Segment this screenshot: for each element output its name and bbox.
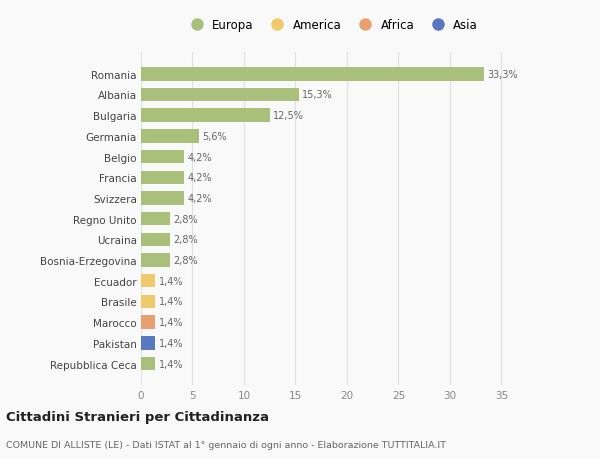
Text: 5,6%: 5,6% — [202, 132, 226, 141]
Bar — [141, 254, 170, 267]
Bar — [141, 213, 170, 226]
Text: 4,2%: 4,2% — [187, 173, 212, 183]
Legend: Europa, America, Africa, Asia: Europa, America, Africa, Asia — [185, 19, 478, 32]
Text: 1,4%: 1,4% — [158, 338, 183, 348]
Text: 4,2%: 4,2% — [187, 152, 212, 162]
Text: 1,4%: 1,4% — [158, 297, 183, 307]
Bar — [141, 192, 184, 205]
Bar — [141, 89, 299, 102]
Bar — [141, 316, 155, 329]
Text: Cittadini Stranieri per Cittadinanza: Cittadini Stranieri per Cittadinanza — [6, 410, 269, 423]
Text: 1,4%: 1,4% — [158, 359, 183, 369]
Bar — [141, 274, 155, 288]
Bar — [141, 130, 199, 143]
Bar — [141, 171, 184, 185]
Text: 1,4%: 1,4% — [158, 318, 183, 327]
Text: 33,3%: 33,3% — [487, 70, 518, 79]
Bar — [141, 109, 270, 123]
Bar — [141, 336, 155, 350]
Text: 2,8%: 2,8% — [173, 235, 197, 245]
Bar — [141, 357, 155, 370]
Text: 2,8%: 2,8% — [173, 214, 197, 224]
Bar — [141, 68, 484, 81]
Bar — [141, 151, 184, 164]
Text: 4,2%: 4,2% — [187, 194, 212, 203]
Bar — [141, 233, 170, 246]
Text: COMUNE DI ALLISTE (LE) - Dati ISTAT al 1° gennaio di ogni anno - Elaborazione TU: COMUNE DI ALLISTE (LE) - Dati ISTAT al 1… — [6, 441, 446, 449]
Bar — [141, 295, 155, 308]
Text: 1,4%: 1,4% — [158, 276, 183, 286]
Text: 2,8%: 2,8% — [173, 256, 197, 265]
Text: 12,5%: 12,5% — [273, 111, 304, 121]
Text: 15,3%: 15,3% — [302, 90, 332, 100]
